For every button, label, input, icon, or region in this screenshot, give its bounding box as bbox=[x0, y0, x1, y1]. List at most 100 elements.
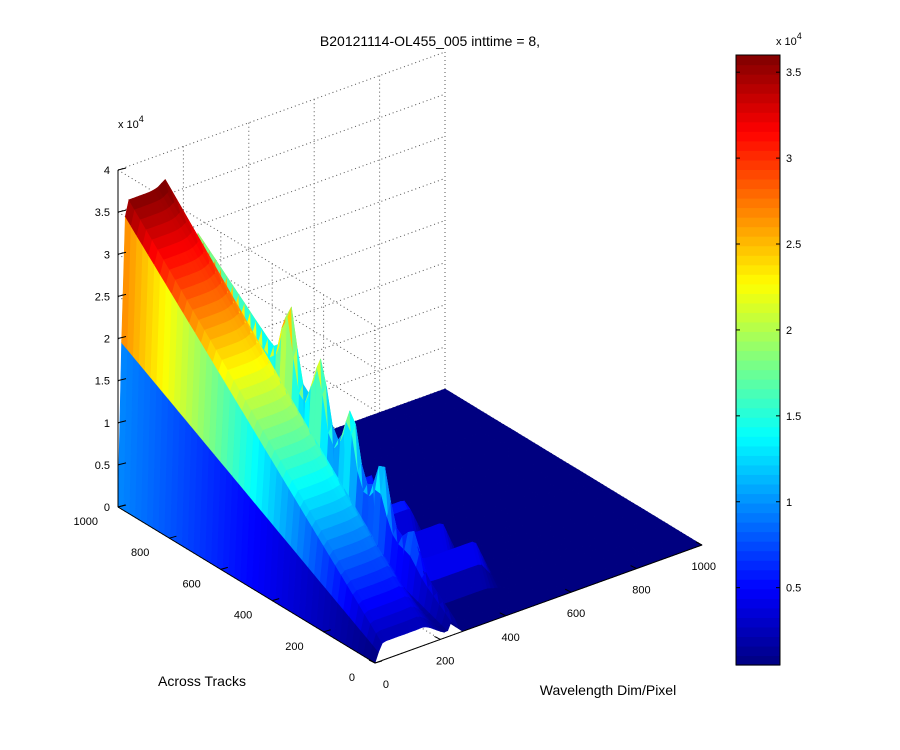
colorbar-segment bbox=[736, 159, 780, 170]
colorbar-segment bbox=[736, 483, 780, 495]
x-tick-label: 600 bbox=[567, 608, 585, 620]
z-tick-mark bbox=[117, 209, 127, 213]
colorbar-segment bbox=[736, 455, 780, 466]
colorbar-segment bbox=[736, 207, 780, 218]
colorbar-segment bbox=[736, 245, 780, 256]
x-tick-label: 0 bbox=[383, 679, 389, 691]
z-tick-mark bbox=[117, 378, 127, 382]
y-axis-label: Across Tracks bbox=[158, 673, 246, 689]
z-tick-mark bbox=[117, 167, 127, 171]
colorbar-segment bbox=[736, 560, 780, 571]
z-tick-label: 2.5 bbox=[95, 291, 110, 303]
y-tick-mark bbox=[374, 660, 383, 664]
colorbar-tick-label: 2 bbox=[786, 325, 792, 337]
x-tick-mark bbox=[630, 565, 637, 570]
z-tick-label: 3.5 bbox=[95, 207, 110, 219]
grid-line bbox=[117, 51, 446, 171]
colorbar-tick-label: 1 bbox=[786, 497, 792, 509]
y-tick-label: 0 bbox=[349, 672, 355, 684]
colorbar: 0.5 1 1.5 2 2.5 3 3.5 bbox=[735, 54, 801, 666]
surface-plot bbox=[117, 179, 703, 664]
colorbar-segment bbox=[736, 426, 780, 437]
chart-title: B20121114-OL455_005 inttime = 8, bbox=[320, 33, 540, 49]
colorbar-segment bbox=[736, 388, 780, 399]
colorbar-segment bbox=[736, 131, 780, 142]
colorbar-segment bbox=[736, 169, 780, 180]
colorbar-segment bbox=[736, 464, 780, 475]
z-tick-label: 0.5 bbox=[95, 460, 110, 472]
x-tick-label: 1000 bbox=[692, 561, 716, 573]
colorbar-segment bbox=[736, 283, 780, 294]
z-tick-label: 3 bbox=[104, 249, 110, 261]
y-tick-label: 600 bbox=[182, 578, 200, 590]
colorbar-segment bbox=[736, 255, 780, 266]
colorbar-segment bbox=[736, 121, 780, 132]
colorbar-segment bbox=[736, 417, 780, 428]
colorbar-segment bbox=[736, 264, 780, 275]
z-tick-mark bbox=[117, 420, 127, 424]
z-tick-label: 2 bbox=[104, 334, 110, 346]
y-tick-mark bbox=[323, 629, 331, 633]
colorbar-segment bbox=[736, 369, 780, 380]
colorbar-segment bbox=[736, 64, 780, 75]
z-tick-label: 0 bbox=[104, 502, 110, 514]
colorbar-segment bbox=[736, 312, 780, 323]
colorbar-segment bbox=[736, 197, 780, 209]
x-axis-line bbox=[374, 544, 703, 664]
x-tick-mark bbox=[695, 541, 703, 546]
z-exponent-label: x 104 bbox=[118, 114, 144, 131]
z-tick-label: 1 bbox=[104, 418, 110, 430]
colorbar-segment bbox=[736, 636, 780, 647]
colorbar-tick-label: 1.5 bbox=[786, 411, 801, 423]
colorbar-exponent-label: x 104 bbox=[776, 31, 802, 48]
y-tick-label: 200 bbox=[285, 641, 303, 653]
colorbar-segment bbox=[736, 502, 780, 514]
colorbar-segment bbox=[736, 112, 780, 123]
y-tick-label: 1000 bbox=[74, 516, 98, 528]
colorbar-segment bbox=[736, 360, 780, 371]
axis-ticks: 0 0.5 1 1.5 2 2.5 3 3.5 4 0 200 400 600 800 1000 0 200 40… bbox=[74, 165, 716, 691]
colorbar-tick-label: 3.5 bbox=[786, 67, 801, 79]
colorbar-segment bbox=[736, 531, 780, 542]
colorbar-segment bbox=[736, 379, 780, 390]
y-tick-mark bbox=[169, 535, 177, 539]
colorbar-segment bbox=[736, 321, 780, 333]
colorbar-segment bbox=[736, 541, 780, 552]
colorbar-segment bbox=[736, 226, 780, 237]
z-tick-mark bbox=[117, 336, 127, 339]
colorbar-segment bbox=[736, 607, 780, 618]
z-tick-mark bbox=[117, 462, 127, 466]
colorbar-segment bbox=[736, 55, 780, 66]
z-tick-mark bbox=[117, 293, 127, 297]
colorbar-segment bbox=[736, 150, 780, 161]
colorbar-segment bbox=[736, 302, 780, 313]
colorbar-segment bbox=[736, 274, 780, 285]
colorbar-segment bbox=[736, 83, 780, 94]
colorbar-segment bbox=[736, 588, 780, 599]
colorbar-segment bbox=[736, 331, 780, 342]
z-tick-mark bbox=[117, 251, 127, 255]
colorbar-segment bbox=[736, 598, 780, 609]
x-tick-mark bbox=[564, 588, 572, 593]
y-tick-label: 400 bbox=[234, 610, 252, 622]
colorbar-segment bbox=[736, 407, 780, 418]
y-tick-mark bbox=[272, 598, 280, 602]
colorbar-tick-label: 0.5 bbox=[786, 583, 801, 595]
colorbar-segment bbox=[736, 350, 780, 361]
x-tick-label: 200 bbox=[436, 655, 454, 667]
colorbar-segment bbox=[736, 140, 780, 151]
colorbar-segment bbox=[736, 188, 780, 199]
colorbar-frame bbox=[735, 54, 781, 666]
z-tick-label: 1.5 bbox=[95, 376, 110, 388]
y-axis-line bbox=[117, 506, 376, 664]
colorbar-segment bbox=[736, 74, 780, 85]
colorbar-segment bbox=[736, 522, 780, 533]
x-tick-mark bbox=[368, 659, 376, 664]
colorbar-segment bbox=[736, 550, 780, 561]
x-tick-label: 800 bbox=[632, 585, 650, 597]
x-tick-mark bbox=[434, 635, 441, 640]
x-tick-label: 400 bbox=[501, 632, 519, 644]
colorbar-segment bbox=[736, 626, 780, 638]
colorbar-tick-label: 2.5 bbox=[786, 239, 801, 251]
